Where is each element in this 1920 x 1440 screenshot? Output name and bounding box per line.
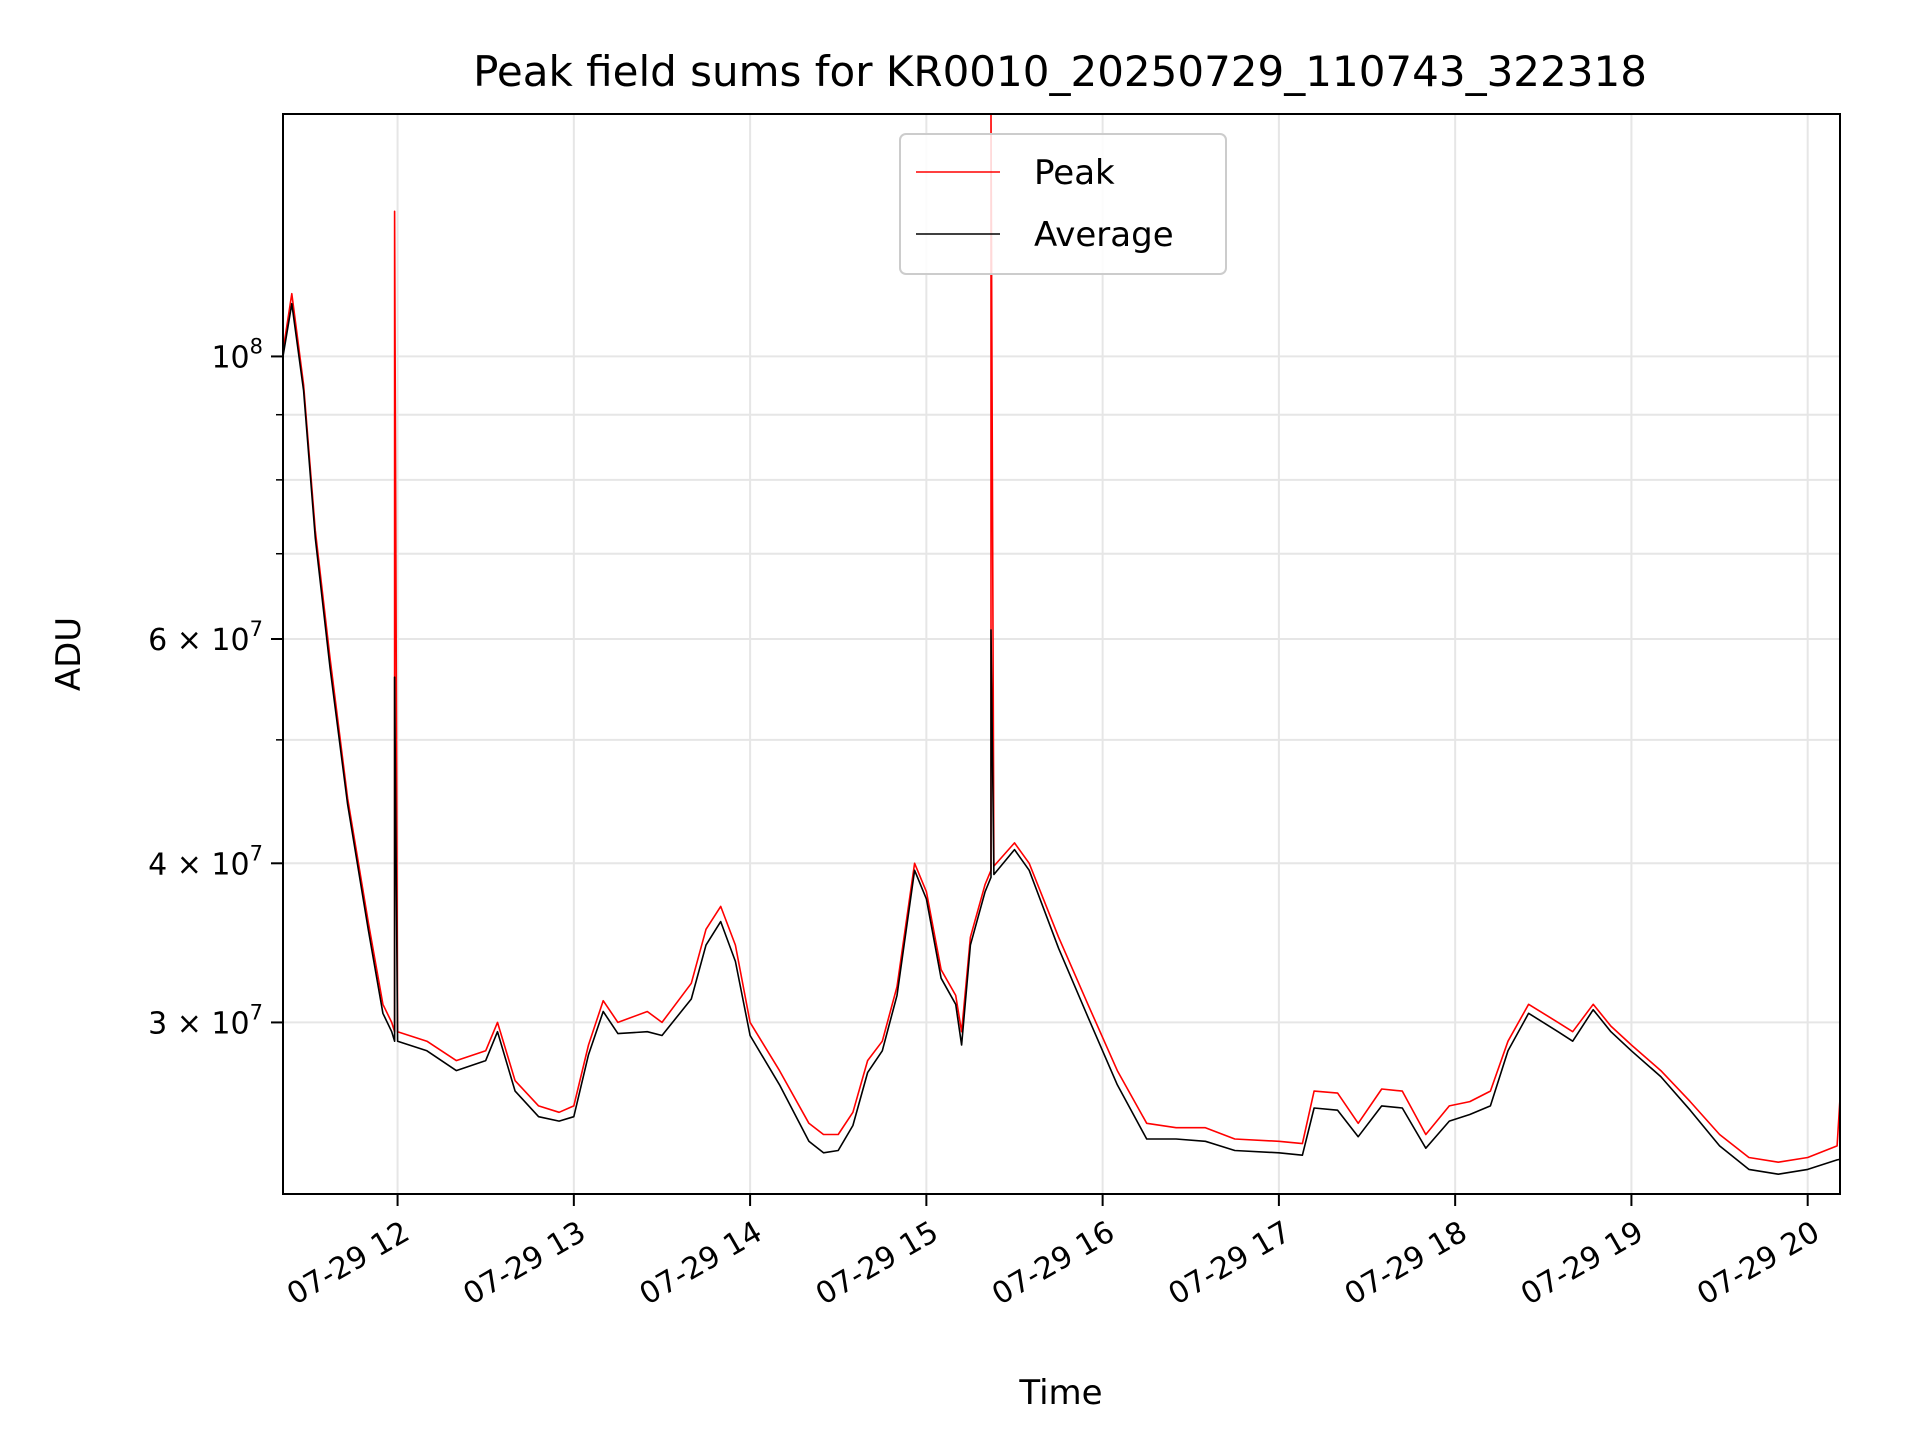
grid-lines bbox=[283, 114, 1840, 1194]
legend: Peak Average bbox=[899, 133, 1227, 275]
chart-title: Peak field sums for KR0010_20250729_1107… bbox=[473, 47, 1647, 96]
y-tick-label: 3 × 107 bbox=[148, 1000, 263, 1041]
legend-label-peak: Peak bbox=[1034, 153, 1115, 193]
series-line-average bbox=[283, 302, 1840, 1175]
y-tick-label: 108 bbox=[211, 334, 263, 375]
y-axis-label: ADU bbox=[49, 617, 89, 691]
y-axis: 108 6 × 107 4 × 107 3 × 107 bbox=[148, 334, 283, 1041]
x-axis-label: Time bbox=[1018, 1373, 1102, 1413]
legend-label-average: Average bbox=[1034, 215, 1174, 255]
legend-box bbox=[899, 133, 1227, 275]
y-tick-label: 4 × 107 bbox=[148, 841, 263, 882]
series-line-peak bbox=[283, 114, 1840, 1163]
y-tick-label: 6 × 107 bbox=[148, 617, 263, 658]
plot-frame bbox=[282, 113, 1841, 1195]
series-layer bbox=[283, 114, 1840, 1175]
